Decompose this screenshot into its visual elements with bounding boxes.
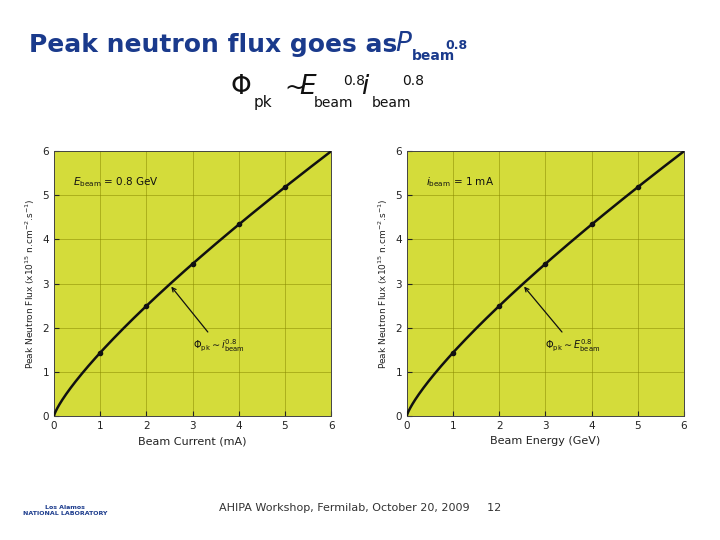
X-axis label: Beam Current (mA): Beam Current (mA) <box>138 436 247 446</box>
Text: AHIPA Workshop, Fermilab, October 20, 2009     12: AHIPA Workshop, Fermilab, October 20, 20… <box>219 503 501 512</box>
Text: 0.8: 0.8 <box>445 39 467 52</box>
Text: pk: pk <box>253 94 272 110</box>
Text: Los Alamos
NATIONAL LABORATORY: Los Alamos NATIONAL LABORATORY <box>22 505 107 516</box>
Text: beam: beam <box>372 96 412 110</box>
Text: 0.8: 0.8 <box>402 74 424 88</box>
Text: $\mathit{P}$: $\mathit{P}$ <box>395 31 413 57</box>
Text: $\mathit{E}_{\rm beam}$ = 0.8 GeV: $\mathit{E}_{\rm beam}$ = 0.8 GeV <box>73 175 159 189</box>
Text: $\mathit{E}$: $\mathit{E}$ <box>299 74 318 100</box>
Text: 0.8: 0.8 <box>343 74 365 88</box>
Text: beam: beam <box>314 96 354 110</box>
X-axis label: Beam Energy (GeV): Beam Energy (GeV) <box>490 436 600 446</box>
Y-axis label: Peak Neutron Flux (x10$^{15}$ n.cm$^{-2}$.s$^{-1}$): Peak Neutron Flux (x10$^{15}$ n.cm$^{-2}… <box>377 198 390 369</box>
Y-axis label: Peak Neutron Flux (x10$^{15}$ n.cm$^{-2}$.s$^{-1}$): Peak Neutron Flux (x10$^{15}$ n.cm$^{-2}… <box>24 198 37 369</box>
Text: $\Phi$: $\Phi$ <box>230 74 252 100</box>
Text: beam: beam <box>412 49 455 63</box>
Text: $\mathit{i}_{\rm beam}$ = 1 mA: $\mathit{i}_{\rm beam}$ = 1 mA <box>426 175 495 189</box>
Text: $\Phi_{\rm pk} \sim E_{\rm beam}^{0.8}$: $\Phi_{\rm pk} \sim E_{\rm beam}^{0.8}$ <box>525 288 600 354</box>
Text: $\mathit{i}$: $\mathit{i}$ <box>361 74 371 100</box>
Text: ~: ~ <box>277 76 314 100</box>
Text: $\Phi_{\rm pk} \sim i_{\rm beam}^{0.8}$: $\Phi_{\rm pk} \sim i_{\rm beam}^{0.8}$ <box>172 288 244 354</box>
Text: Peak neutron flux goes as: Peak neutron flux goes as <box>29 33 406 57</box>
